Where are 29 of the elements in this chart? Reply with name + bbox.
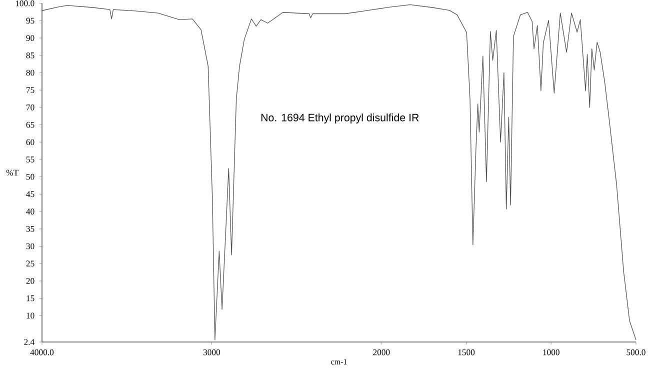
x-tick-label: 500.0 [626, 349, 646, 356]
y-tick-label: 85 [26, 52, 34, 58]
x-tick-label: 1500 [458, 349, 475, 356]
y-tick-label: 10 [26, 312, 34, 319]
x-tick-label: 3000 [203, 349, 220, 356]
x-tick-label: 4000.0 [30, 349, 54, 356]
y-tick-label: 90 [26, 35, 34, 41]
y-tick-label: 65 [26, 122, 34, 128]
y-tick-label: 20 [26, 278, 34, 284]
y-tick-label: 45 [26, 191, 34, 198]
y-tick-label: 80 [26, 70, 34, 76]
y-tick-label: 60 [26, 139, 34, 146]
y-tick-label: 35 [26, 226, 34, 232]
y-tick-label: 2.4 [24, 339, 34, 345]
x-tick-label: 1000 [543, 349, 560, 356]
y-tick-label: 55 [26, 156, 34, 162]
annotation: No. 1694 Ethyl propyl disulfide IR [261, 114, 419, 124]
x-axis-title: cm-1 [331, 359, 347, 364]
y-tick-label: 50 [26, 174, 34, 180]
x-tick-label: 2000 [373, 349, 390, 356]
y-tick-label: 15 [26, 295, 34, 302]
y-tick-label: 70 [26, 104, 34, 110]
y-tick-label: 100.0 [16, 0, 34, 6]
y-tick-label: 30 [26, 243, 34, 250]
y-axis-title: %T [6, 170, 18, 176]
y-tick-label: 75 [26, 87, 34, 93]
y-tick-label: 95 [26, 18, 34, 24]
y-tick-label: 40 [26, 208, 34, 214]
y-tick-label: 25 [26, 260, 34, 266]
